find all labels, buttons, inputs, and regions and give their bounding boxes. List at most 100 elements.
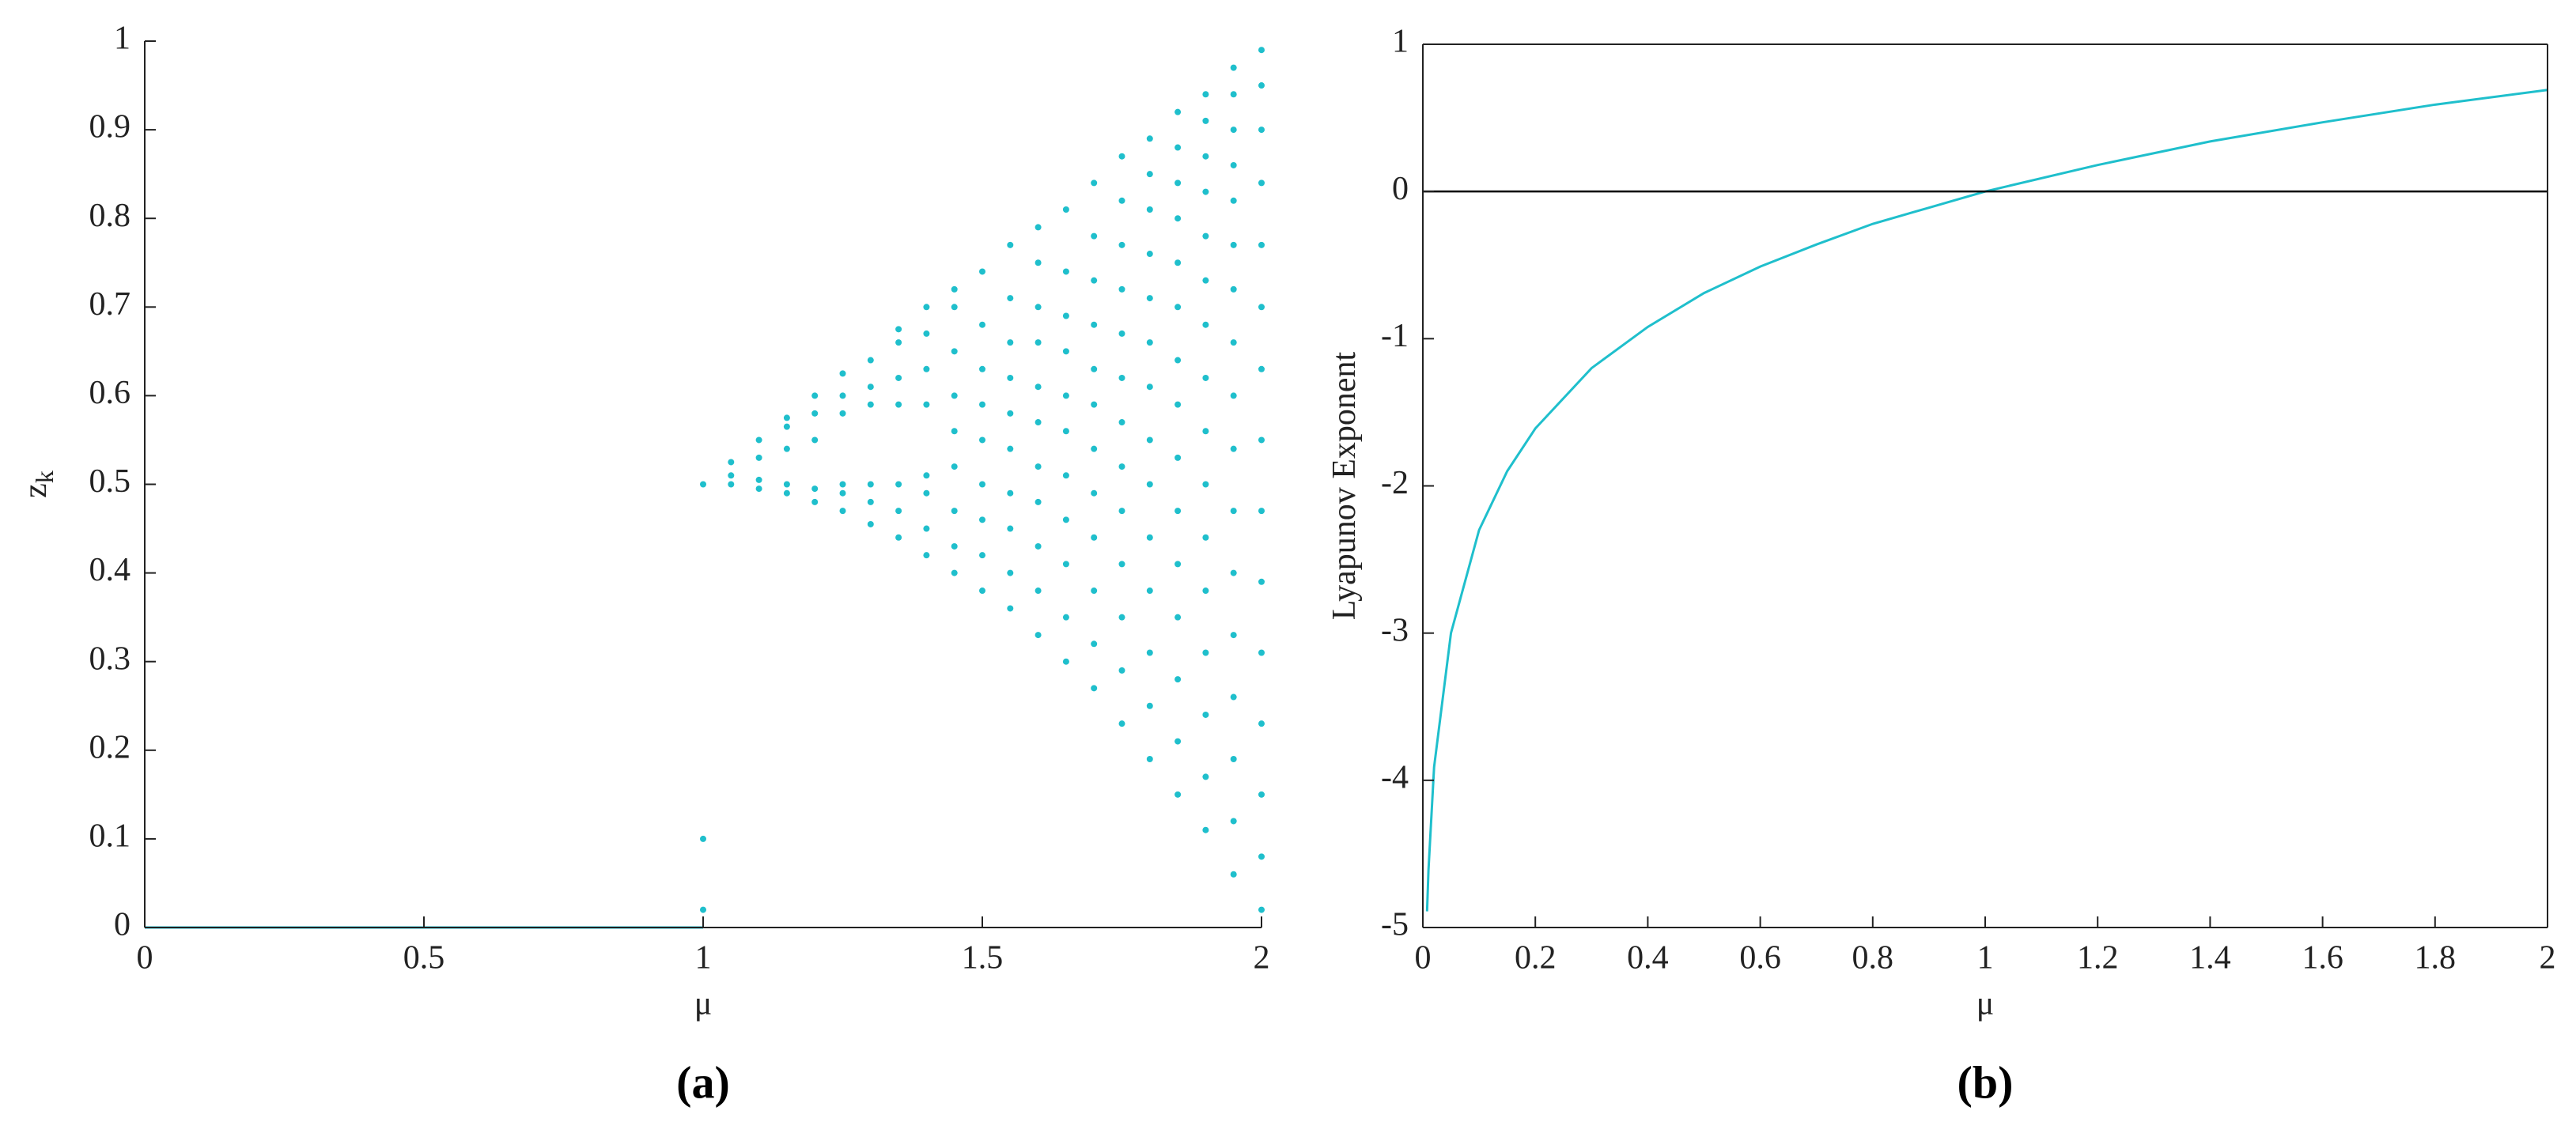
point (1258, 436, 1265, 444)
point (1007, 445, 1014, 452)
point (1035, 419, 1042, 426)
point (1146, 588, 1153, 595)
point (867, 520, 874, 527)
point (811, 436, 819, 444)
point (783, 481, 790, 488)
point (1146, 756, 1153, 763)
point (811, 410, 819, 417)
point (1258, 649, 1265, 656)
point (1035, 632, 1042, 639)
point (895, 401, 902, 408)
point (1230, 127, 1237, 134)
point (728, 481, 735, 488)
x-tick-label: 0.5 (403, 940, 445, 977)
point (1258, 365, 1265, 372)
x-tick-label: 0 (1415, 940, 1432, 977)
point (1230, 339, 1237, 346)
point (1146, 383, 1153, 391)
point (1146, 135, 1153, 142)
point (951, 392, 958, 399)
point (1007, 569, 1014, 576)
point (979, 516, 985, 523)
point (1091, 232, 1098, 240)
x-tick-label: 0.8 (1852, 940, 1894, 977)
point (1258, 508, 1265, 515)
point (951, 569, 958, 576)
point (923, 489, 930, 497)
point (1118, 330, 1125, 337)
point (1175, 614, 1182, 621)
point (1091, 534, 1098, 541)
point (1091, 685, 1098, 692)
panel: 0 0.2 0.4 0.6 0.8 1 1.2 1.4 1.6 1.8 2 -5 -4 -3 -2 -1 0 1 μ… (1326, 24, 2556, 1109)
y-tick-label: 0.3 (89, 640, 131, 677)
point (755, 436, 762, 444)
point (1202, 649, 1209, 656)
x-tick-label: 1 (695, 940, 712, 977)
y-axis-label: Lyapunov Exponent (1326, 351, 1363, 620)
y-tick-label: -2 (1381, 465, 1409, 501)
point (895, 481, 902, 488)
point (728, 472, 735, 479)
y-axis-label-main: z (17, 483, 54, 498)
point (1118, 667, 1125, 674)
point (951, 428, 958, 435)
point (1062, 614, 1069, 621)
point (1175, 738, 1182, 745)
y-tick-label: 0.9 (89, 109, 131, 145)
x-axis-label: μ (1976, 986, 1995, 1022)
point (1146, 339, 1153, 346)
point (1202, 428, 1209, 435)
point (839, 481, 846, 488)
point (1230, 197, 1237, 204)
point (1146, 295, 1153, 302)
point (1202, 588, 1209, 595)
point (1230, 161, 1237, 168)
point (979, 588, 985, 595)
point (1035, 339, 1042, 346)
point (1091, 588, 1098, 595)
point (700, 906, 706, 913)
point (1230, 64, 1237, 71)
point (867, 498, 874, 505)
point (1202, 481, 1209, 488)
point (951, 348, 958, 355)
point (755, 476, 762, 483)
point (1091, 445, 1098, 452)
point (1118, 153, 1125, 160)
point (1202, 153, 1209, 160)
point (1118, 508, 1125, 515)
point (1035, 224, 1042, 231)
point (1175, 561, 1182, 568)
point (1007, 374, 1014, 381)
point (1175, 144, 1182, 151)
point (783, 414, 790, 421)
y-tick-label: 0.7 (89, 286, 131, 323)
point (1118, 374, 1125, 381)
point (1175, 508, 1182, 515)
point (979, 268, 985, 275)
point (1175, 179, 1182, 187)
y-tick-label: 1 (1392, 24, 1409, 60)
point (811, 485, 819, 493)
x-tick-label: 0.2 (1515, 940, 1557, 977)
point (783, 423, 790, 430)
point (1146, 206, 1153, 213)
point (1062, 348, 1069, 355)
point (839, 489, 846, 497)
point (755, 485, 762, 493)
point (1258, 304, 1265, 311)
point (1258, 578, 1265, 585)
point (1146, 171, 1153, 178)
point (1146, 251, 1153, 258)
point (1258, 127, 1265, 134)
point (979, 481, 985, 488)
x-tick-label: 0 (137, 940, 153, 977)
x-tick-label: 2 (2540, 940, 2556, 977)
point (1007, 489, 1014, 497)
point (1118, 197, 1125, 204)
point (1175, 215, 1182, 222)
point (923, 330, 930, 337)
line (1425, 89, 2548, 912)
y-tick-label: -4 (1381, 759, 1409, 795)
